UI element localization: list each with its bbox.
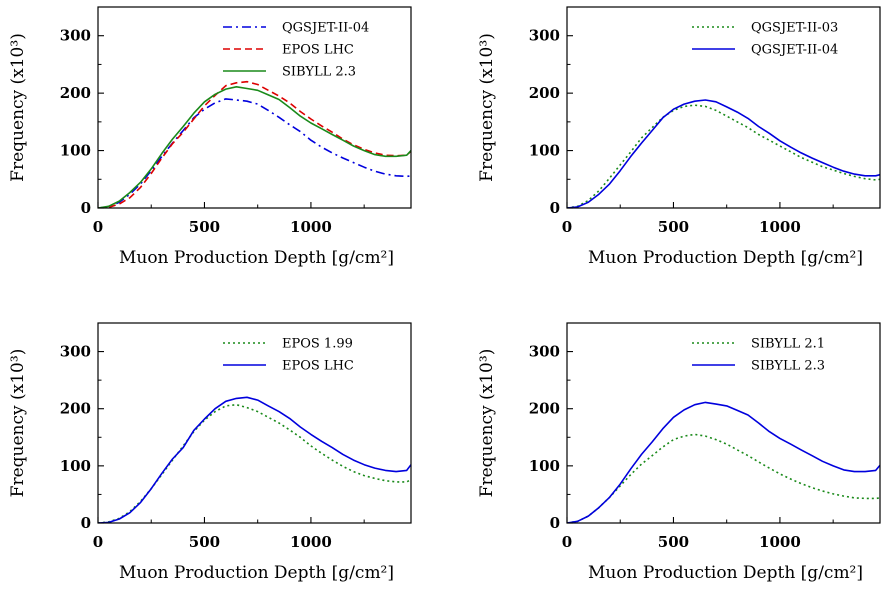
y-tick-label: 100 [529,457,560,475]
x-tick-label: 500 [189,533,220,551]
series-line-0 [567,433,880,523]
legend-entry-label: SIBYLL 2.3 [282,65,356,80]
x-axis-label: Muon Production Depth [g/cm²] [119,248,394,268]
y-tick-label: 300 [60,27,91,45]
x-tick-label: 1000 [759,533,801,551]
y-axis-label: Frequency (x10³) [477,33,497,182]
y-tick-label: 0 [81,199,91,217]
y-tick-label: 300 [60,343,91,361]
y-axis-label: Frequency (x10³) [8,33,28,182]
chart-panel-top-left: 0 500 1000 0 100 200 300 Muon Production Depth … [8,6,412,268]
chart-panel-top-right: 0 500 1000 0 100 200 300 Muon Production Depth … [477,6,881,268]
legend-entry-label: QGSJET-II-03 [751,21,838,36]
x-tick-label: 0 [562,218,572,236]
legend: SIBYLL 2.1 SIBYLL 2.3 [692,337,825,374]
series-group [567,401,880,523]
chart-panel-bottom-left: 0 500 1000 0 100 200 300 Muon Production Depth … [8,322,412,583]
x-tick-label: 1000 [759,218,801,236]
legend: EPOS 1.99 EPOS LHC [223,337,354,374]
y-tick-label: 200 [529,400,560,418]
axes-frame [97,6,412,209]
x-tick-label: 500 [658,533,689,551]
series-line-0 [98,98,411,208]
x-tick-label: 1000 [290,533,332,551]
series-line-1 [567,401,880,523]
series-group [98,80,411,208]
y-tick-label: 100 [60,142,91,160]
x-tick-label: 1000 [290,218,332,236]
y-tick-label: 0 [81,514,91,532]
x-tick-label: 0 [93,218,103,236]
y-tick-label: 0 [550,199,560,217]
legend-entry-label: QGSJET-II-04 [751,43,838,58]
x-tick-label: 0 [562,533,572,551]
axes-frame [566,322,881,524]
series-group [567,99,880,208]
series-line-1 [98,396,411,523]
y-tick-label: 300 [529,343,560,361]
y-tick-label: 0 [550,514,560,532]
y-tick-label: 100 [60,457,91,475]
series-line-0 [567,104,880,208]
x-tick-label: 500 [189,218,220,236]
y-tick-label: 300 [529,27,560,45]
axes-frame [566,6,881,209]
y-tick-label: 200 [60,400,91,418]
x-axis-label: Muon Production Depth [g/cm²] [588,563,863,583]
series-line-1 [98,80,411,208]
legend: QGSJET-II-03 QGSJET-II-04 [692,21,838,58]
legend-entry-label: SIBYLL 2.1 [751,337,825,352]
y-tick-label: 200 [60,84,91,102]
series-line-1 [567,99,880,208]
series-group [98,396,411,523]
axes-frame [97,322,412,524]
x-axis-label: Muon Production Depth [g/cm²] [588,248,863,268]
y-tick-label: 200 [529,84,560,102]
legend-entry-label: EPOS 1.99 [282,337,353,352]
legend-entry-label: SIBYLL 2.3 [751,359,825,374]
legend-entry-label: QGSJET-II-04 [282,21,369,36]
legend-entry-label: EPOS LHC [282,359,354,374]
x-tick-label: 500 [658,218,689,236]
y-tick-label: 100 [529,142,560,160]
x-axis-label: Muon Production Depth [g/cm²] [119,563,394,583]
y-axis-label: Frequency (x10³) [477,349,497,498]
chart-panel-bottom-right: 0 500 1000 0 100 200 300 Muon Production Depth … [477,322,881,583]
legend: QGSJET-II-04 EPOS LHC SIBYLL 2.3 [223,21,369,80]
series-line-2 [98,86,411,208]
legend-entry-label: EPOS LHC [282,43,354,58]
y-axis-label: Frequency (x10³) [8,349,28,498]
x-tick-label: 0 [93,533,103,551]
